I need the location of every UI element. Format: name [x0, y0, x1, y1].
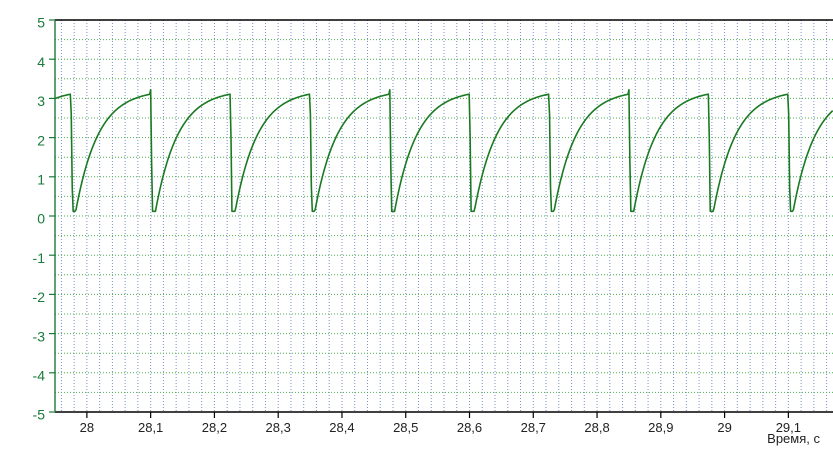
x-axis-label-28_9: 28,9 — [648, 420, 673, 435]
y-axis-label-4: 4 — [37, 54, 45, 70]
y-axis-label--4: -4 — [33, 368, 46, 384]
y-axis-label-2: 2 — [37, 132, 45, 148]
y-axis-label--1: -1 — [33, 250, 46, 266]
y-axis-label-0: 0 — [37, 211, 45, 227]
x-axis-label-28_8: 28,8 — [584, 420, 609, 435]
y-axis-label--5: -5 — [33, 407, 46, 423]
oscilloscope-chart: -5 -4 -3 -2 -1 0 1 2 3 4 5 28 28,1 28,2 28,3 28,4 28,5 28… — [0, 0, 833, 449]
x-axis-label-28_5: 28,5 — [393, 420, 418, 435]
x-axis-label-28_2: 28,2 — [202, 420, 227, 435]
y-axis-label--2: -2 — [33, 289, 46, 305]
x-axis-label-29: 29 — [717, 420, 731, 435]
x-axis-label-28_1: 28,1 — [138, 420, 163, 435]
x-axis-label-28_7: 28,7 — [521, 420, 546, 435]
y-axis-label--3: -3 — [33, 328, 46, 344]
x-axis-label-28: 28 — [80, 420, 94, 435]
x-axis-label-28_3: 28,3 — [266, 420, 291, 435]
chart-container: -5 -4 -3 -2 -1 0 1 2 3 4 5 28 28,1 28,2 28,3 28,4 28,5 28… — [0, 0, 833, 449]
x-axis-title: Время, с — [767, 431, 820, 446]
y-axis-label-1: 1 — [37, 172, 45, 188]
y-axis-label-3: 3 — [37, 93, 45, 109]
x-axis-label-28_6: 28,6 — [457, 420, 482, 435]
x-axis-label-28_4: 28,4 — [329, 420, 354, 435]
y-axis-label-5: 5 — [37, 15, 45, 31]
